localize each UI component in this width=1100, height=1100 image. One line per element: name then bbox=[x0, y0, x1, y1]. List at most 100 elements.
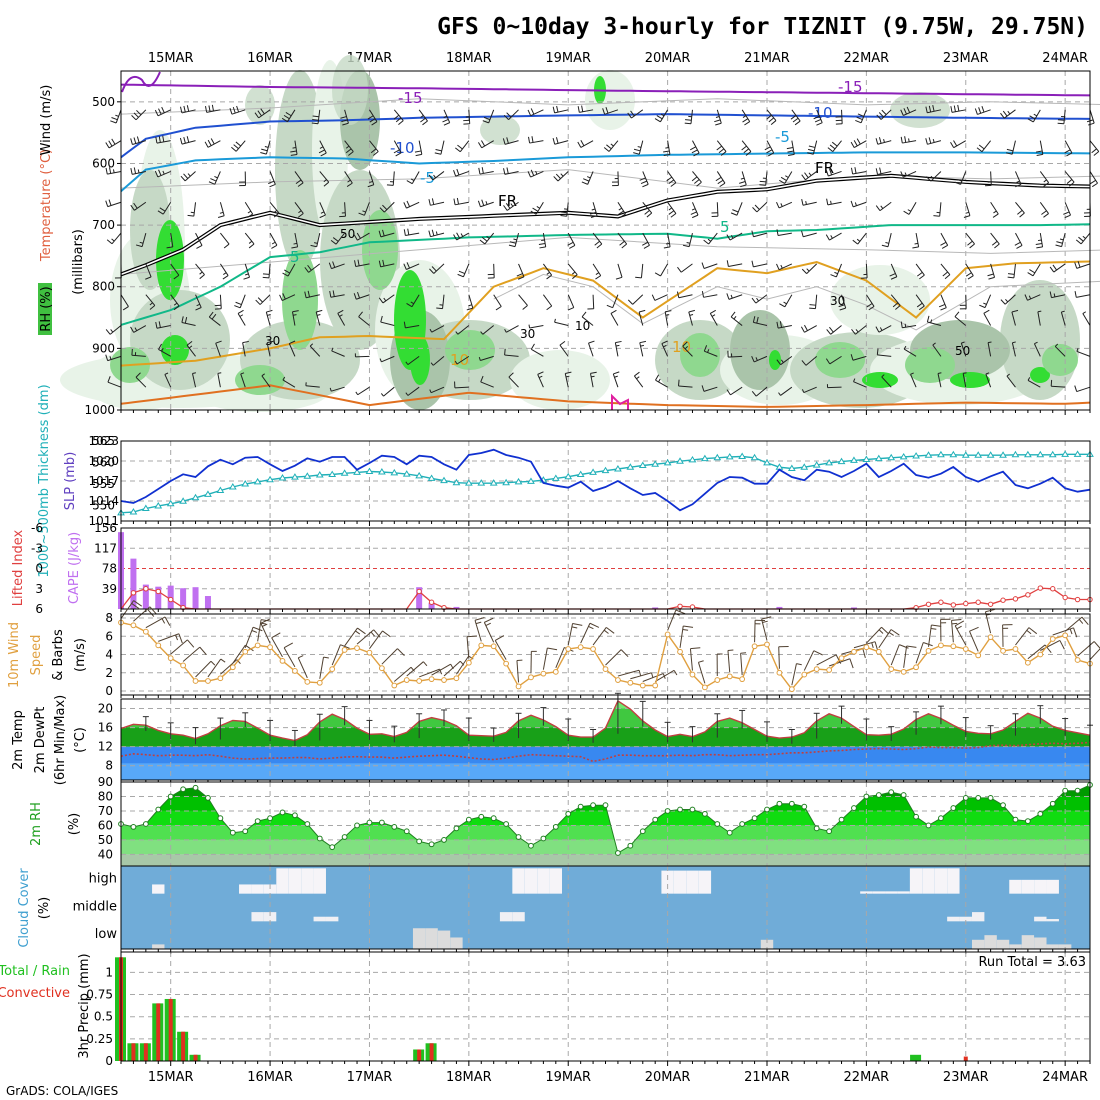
rh2m-point bbox=[167, 793, 174, 800]
wind-barb-feather bbox=[754, 204, 760, 210]
wind-barb-feather bbox=[330, 239, 337, 245]
wind-barb-feather bbox=[481, 199, 485, 206]
thickness-point bbox=[763, 458, 771, 466]
wind-barb-feather bbox=[406, 262, 410, 269]
wind-barb bbox=[865, 263, 868, 278]
wind-barb-feather bbox=[234, 305, 241, 309]
precip-convective-bar bbox=[156, 1003, 161, 1061]
rh-shading-moist bbox=[950, 372, 990, 388]
wind-barb bbox=[829, 232, 842, 241]
wind-barb bbox=[965, 263, 974, 276]
wind-barb-feather bbox=[304, 291, 307, 298]
wind-barb-feather bbox=[965, 211, 970, 214]
rh2m-point bbox=[714, 821, 721, 827]
wind-barb-feather bbox=[850, 200, 854, 208]
wind10-barb-feather bbox=[271, 632, 281, 639]
wind-barb-feather bbox=[591, 375, 595, 378]
wind-barb-feather bbox=[292, 310, 299, 313]
wind10-barb-feather bbox=[698, 660, 704, 663]
wind-barb-feather bbox=[204, 141, 209, 148]
wind-barb bbox=[567, 232, 576, 246]
wind-barb-feather bbox=[1074, 291, 1077, 298]
wind-barb-feather bbox=[983, 302, 987, 305]
wind-barb bbox=[294, 232, 299, 247]
wind-barb-feather bbox=[630, 110, 635, 117]
wind-barb-feather bbox=[780, 203, 783, 207]
wind-barb-feather bbox=[260, 151, 267, 155]
wind-barb bbox=[181, 321, 196, 327]
wind-barb-feather bbox=[855, 329, 859, 333]
wind-barb bbox=[756, 201, 768, 213]
wind10-tick-label: 2 bbox=[105, 666, 113, 680]
wind10-barb bbox=[483, 622, 495, 643]
wind-barb-feather bbox=[665, 242, 670, 245]
cloud-cell-high bbox=[1034, 879, 1047, 894]
wind-barb-feather bbox=[666, 176, 673, 182]
wind-barb-feather bbox=[875, 205, 881, 211]
wind10-barb-feather bbox=[675, 609, 686, 615]
wind-barb-feather bbox=[878, 112, 885, 118]
wind-barb-feather bbox=[453, 170, 457, 177]
wind-barb bbox=[358, 316, 370, 326]
wind-barb-feather bbox=[987, 341, 992, 344]
cloud-cell-high bbox=[313, 868, 326, 894]
wind-barb bbox=[393, 140, 402, 154]
date-axis: 15MAR15MAR16MAR16MAR17MAR17MAR18MAR18MAR… bbox=[148, 51, 1088, 1085]
wind-barb bbox=[1015, 171, 1022, 185]
thickness-point bbox=[452, 478, 461, 486]
isotherm-label: -15 bbox=[398, 89, 423, 107]
lifted-index-point bbox=[1037, 585, 1044, 591]
wind-barb-feather bbox=[380, 315, 383, 323]
isotherm-20 bbox=[611, 393, 629, 410]
wind-barb-feather bbox=[243, 276, 250, 280]
cloud-cell-low bbox=[425, 928, 438, 949]
wind-barb-feather bbox=[477, 200, 481, 207]
wind-barb-feather bbox=[479, 239, 486, 245]
slp-tick-label: 1017 bbox=[88, 474, 119, 488]
rh2m-point bbox=[515, 834, 522, 840]
wind10-barb bbox=[654, 669, 675, 682]
wind-barb bbox=[784, 294, 793, 308]
wind-barb-feather bbox=[794, 120, 801, 126]
wind-barb-feather bbox=[689, 314, 694, 316]
thickness-point bbox=[1073, 450, 1082, 457]
wind10-speed-point bbox=[751, 643, 758, 650]
wind-barb bbox=[1006, 375, 1016, 388]
lifted-index-point bbox=[1074, 596, 1081, 603]
wind-barb bbox=[240, 373, 246, 388]
wind-barb bbox=[380, 232, 395, 238]
wind-barb-feather bbox=[665, 147, 669, 149]
pressure-tick-label: 1000 bbox=[84, 403, 115, 417]
wind-barb-feather bbox=[517, 276, 525, 280]
rh2m-tick-label: 40 bbox=[98, 847, 113, 861]
precip-convective-bar bbox=[417, 1049, 422, 1061]
wind-barb-feather bbox=[106, 239, 113, 245]
rh-shading-moist bbox=[161, 335, 189, 365]
wind-barb-feather bbox=[340, 116, 347, 119]
wind-barb-feather bbox=[183, 173, 189, 179]
wind-barb-feather bbox=[222, 275, 229, 280]
cloud-cell-low bbox=[152, 944, 165, 949]
wind-barb-feather bbox=[187, 173, 191, 177]
wind-barb bbox=[265, 311, 271, 326]
wind-barb-feather bbox=[768, 117, 775, 123]
precip-tick-label: 0.5 bbox=[94, 1010, 113, 1024]
wind-barb-feather bbox=[407, 228, 410, 236]
cloud-cell-high bbox=[239, 884, 252, 894]
wind10-barb bbox=[954, 625, 967, 646]
wind-barb-feather bbox=[267, 340, 274, 344]
wind10-barb-feather bbox=[1081, 616, 1089, 626]
cape-tick-label: 39 bbox=[102, 582, 117, 596]
wind-barb bbox=[268, 263, 271, 278]
wind-barb-feather bbox=[961, 341, 965, 344]
date-label-top: 15MAR bbox=[148, 51, 194, 66]
rh2m-point bbox=[701, 810, 708, 817]
wind-barb-feather bbox=[1057, 122, 1064, 125]
wind-barb bbox=[588, 342, 594, 357]
wind-barb bbox=[580, 140, 594, 148]
rh-shading-light bbox=[245, 85, 275, 125]
wind-barb-feather bbox=[290, 150, 297, 153]
rh2m-point bbox=[577, 803, 584, 810]
wind-barb bbox=[411, 294, 420, 307]
wind-barb bbox=[860, 109, 867, 123]
